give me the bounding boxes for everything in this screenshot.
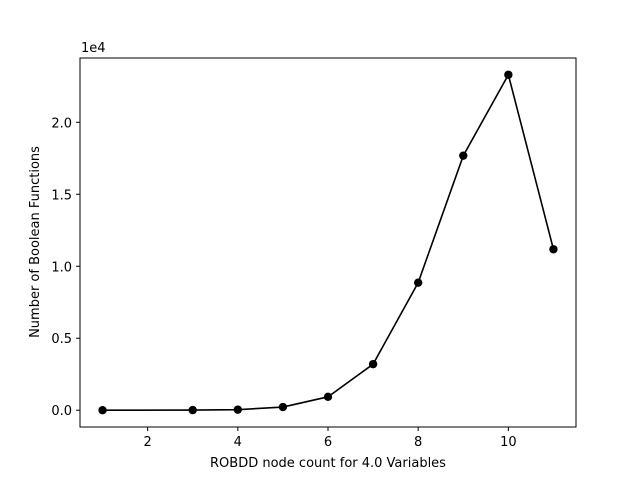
data-point (98, 405, 107, 415)
series-line (102, 72, 555, 412)
y-tick-label: 1.0 (51, 260, 72, 275)
data-point (459, 151, 468, 160)
x-tick-label: 4 (234, 435, 242, 450)
data-point (278, 402, 288, 412)
data-point (233, 405, 243, 414)
data-point (413, 278, 423, 287)
axes-ticks: 2 4 6 8 10 0.0 0.5 1.0 1.5 2.0 (51, 116, 516, 450)
x-axis-label: ROBDD node count for 4.0 Variables (210, 456, 446, 471)
y-tick-label: 1.5 (51, 188, 72, 203)
x-tick-label: 2 (143, 435, 151, 450)
x-tick-label: 10 (500, 435, 517, 450)
y-tick-label: 0.5 (51, 332, 72, 347)
y-tick-label: 2.0 (51, 116, 72, 131)
data-point (504, 70, 513, 79)
y-tick-label: 0.0 (51, 404, 72, 419)
data-point (188, 405, 197, 415)
x-tick-label: 8 (414, 435, 422, 450)
data-point (549, 245, 558, 254)
axes-frame (79, 57, 577, 428)
x-tick-label: 6 (324, 435, 332, 450)
data-point (323, 392, 333, 402)
data-point (368, 359, 378, 369)
y-offset-text: 1e4 (81, 41, 106, 56)
y-axis-label: Number of Boolean Functions (28, 146, 43, 338)
plot-area (79, 57, 577, 428)
